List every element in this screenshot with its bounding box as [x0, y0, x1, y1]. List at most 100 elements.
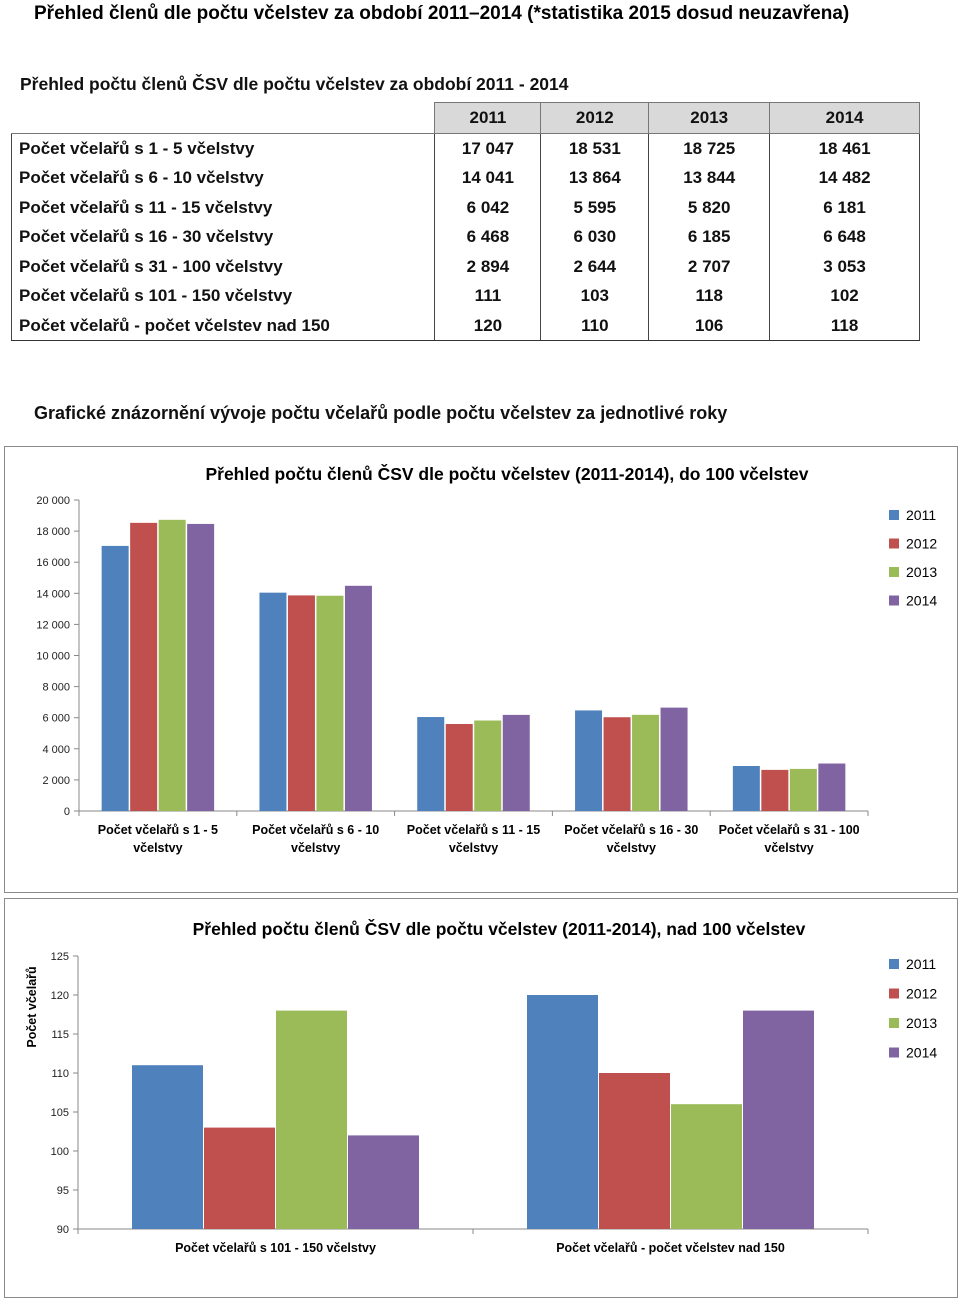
y-tick-label: 18 000 — [36, 526, 70, 538]
bar-2012 — [599, 1073, 670, 1229]
cell-value: 6 185 — [648, 222, 770, 252]
bar-2012 — [204, 1127, 275, 1229]
y-tick-label: 10 000 — [36, 651, 70, 663]
table-header-year: 2012 — [540, 102, 650, 134]
x-category-label: Počet včelařů s 6 - 10 — [252, 823, 379, 837]
legend-swatch — [889, 595, 899, 606]
table-row: Počet včelařů s 101 - 150 včelstvy 111 1… — [10, 281, 920, 311]
bar-2014 — [187, 523, 215, 811]
y-tick-label: 125 — [51, 951, 69, 963]
table-header-year: 2014 — [769, 102, 920, 134]
y-tick-label: 95 — [57, 1185, 69, 1197]
cell-value: 2 644 — [540, 251, 649, 281]
cell-value: 5 820 — [648, 192, 770, 222]
y-tick-label: 2 000 — [42, 775, 70, 787]
x-category-label: včelstvy — [291, 841, 340, 855]
legend-label: 2011 — [906, 507, 936, 523]
legend-swatch — [889, 567, 899, 577]
x-category-label: Počet včelařů s 31 - 100 — [719, 823, 860, 837]
bar-2012 — [761, 769, 789, 811]
y-tick-label: 105 — [51, 1107, 69, 1119]
cell-value: 3 053 — [769, 251, 920, 281]
y-tick-label: 14 000 — [36, 588, 70, 600]
y-tick-label: 90 — [57, 1224, 69, 1236]
bar-2014 — [348, 1135, 419, 1229]
x-category-label: Počet včelařů s 11 - 15 — [407, 823, 540, 837]
y-tick-label: 6 000 — [42, 713, 70, 725]
cell-value: 18 725 — [648, 133, 770, 163]
bar-2011 — [259, 592, 287, 811]
bar-2012 — [603, 717, 631, 811]
legend-label: 2013 — [906, 564, 937, 580]
x-category-label: včelstvy — [449, 841, 498, 855]
bar-2014 — [743, 1010, 814, 1229]
cell-value: 106 — [648, 310, 770, 341]
cell-value: 13 844 — [648, 163, 770, 193]
cell-value: 103 — [540, 281, 649, 311]
cell-value: 111 — [434, 281, 541, 311]
y-tick-label: 16 000 — [36, 557, 70, 569]
table-row: Počet včelařů s 1 - 5 včelstvy 17 047 18… — [10, 133, 920, 163]
x-category-label: včelstvy — [607, 841, 656, 855]
row-label: Počet včelařů s 16 - 30 včelstvy — [10, 222, 435, 252]
cell-value: 5 595 — [540, 192, 649, 222]
y-tick-label: 20 000 — [36, 495, 70, 507]
row-label: Počet včelařů s 6 - 10 včelstvy — [10, 163, 435, 193]
chart-up-to-100: Přehled počtu členů ČSV dle počtu včelst… — [16, 463, 937, 1028]
cell-value: 18 461 — [769, 133, 920, 163]
cell-value: 14 041 — [434, 163, 541, 193]
bar-2013 — [671, 1104, 742, 1229]
cell-value: 17 047 — [434, 133, 541, 163]
bar-2012 — [287, 595, 315, 811]
bar-2011 — [417, 717, 445, 811]
table-header-row: 2011 2012 2013 2014 — [11, 102, 920, 134]
cell-value: 6 648 — [769, 222, 920, 252]
y-tick-label: 110 — [51, 1068, 69, 1080]
chart-title: Přehled počtu členů ČSV dle počtu včelst… — [193, 918, 806, 939]
legend-swatch — [889, 959, 899, 969]
x-category-label: Počet včelařů - počet včelstev nad 150 — [556, 1241, 785, 1255]
legend-label: 2014 — [906, 593, 937, 609]
row-label: Počet včelařů s 11 - 15 včelstvy — [10, 192, 435, 222]
bar-2014 — [818, 763, 846, 811]
cell-value: 13 864 — [540, 163, 649, 193]
bar-2013 — [474, 720, 502, 811]
cell-value: 6 030 — [540, 222, 649, 252]
table-row: Počet včelařů s 6 - 10 včelstvy 14 041 1… — [10, 163, 920, 193]
table-row: Počet včelařů - počet včelstev nad 150 1… — [10, 310, 920, 341]
x-category-label: Počet včelařů s 16 - 30 — [564, 823, 698, 837]
x-category-label: Počet včelařů s 101 - 150 včelstvy — [175, 1241, 376, 1255]
legend-label: 2013 — [906, 1015, 937, 1031]
cell-value: 110 — [540, 310, 649, 341]
bar-2013 — [632, 714, 660, 811]
cell-value: 2 707 — [648, 251, 770, 281]
legend-label: 2012 — [906, 536, 937, 552]
bar-2014 — [502, 714, 530, 811]
table-header-year: 2011 — [434, 102, 542, 134]
legend-label: 2014 — [906, 1045, 937, 1061]
cell-value: 6 042 — [434, 192, 541, 222]
chart-frame-up-to-100: Přehled počtu členů ČSV dle počtu včelst… — [4, 446, 958, 1028]
bar-2013 — [316, 595, 344, 811]
y-tick-label: 0 — [64, 806, 70, 818]
table-header-year: 2013 — [648, 102, 771, 134]
page-title: Přehled členů dle počtu včelstev za obdo… — [34, 3, 850, 24]
bar-2013 — [158, 519, 186, 811]
cell-value: 118 — [648, 281, 770, 311]
bar-2011 — [575, 710, 603, 811]
y-tick-label: 115 — [51, 1029, 69, 1041]
cell-value: 102 — [769, 281, 920, 311]
y-tick-label: 8 000 — [42, 682, 70, 694]
bar-2012 — [445, 723, 473, 811]
legend-swatch — [889, 538, 899, 549]
legend-label: 2012 — [906, 986, 937, 1002]
y-axis-label: Počet včelařů — [25, 966, 39, 1047]
cell-value: 18 531 — [540, 133, 649, 163]
y-tick-label: 120 — [51, 990, 69, 1002]
y-tick-label: 12 000 — [36, 619, 70, 631]
cell-value: 2 894 — [434, 251, 541, 281]
bar-2011 — [132, 1065, 203, 1229]
chart-title: Přehled počtu členů ČSV dle počtu včelst… — [205, 463, 808, 484]
bar-2014 — [344, 585, 372, 811]
y-tick-label: 100 — [51, 1146, 69, 1158]
